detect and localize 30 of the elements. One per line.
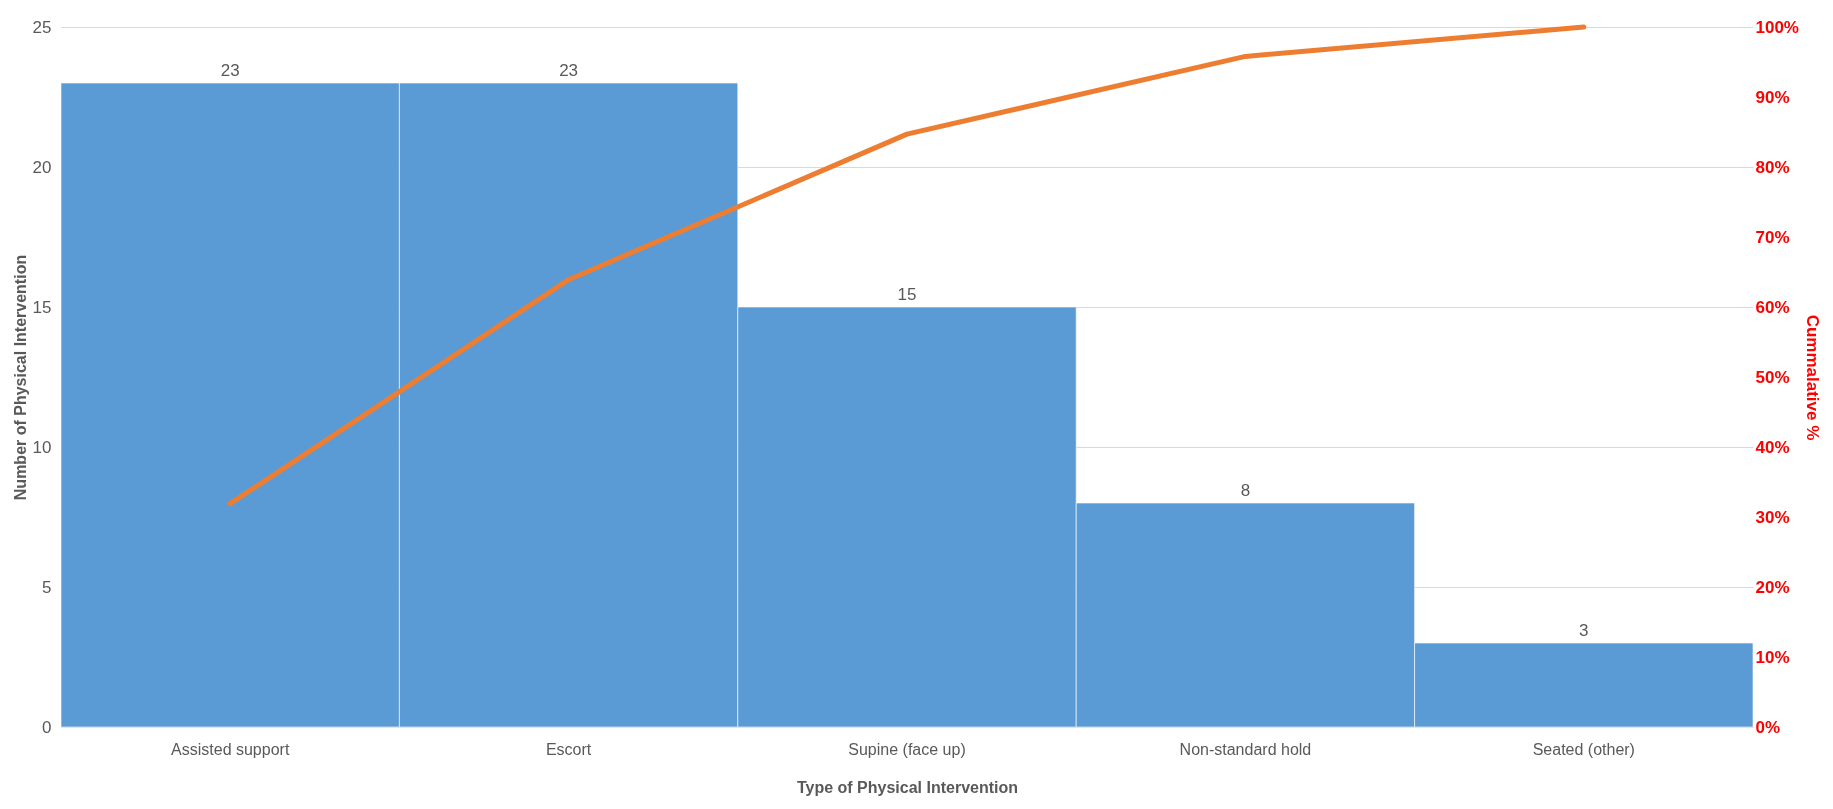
y2-tick-label: 40% (1755, 437, 1790, 457)
y-tick-label: 25 (32, 17, 52, 37)
y2-tick-label: 50% (1755, 367, 1790, 387)
y2-tick-label: 30% (1755, 507, 1790, 527)
y2-tick-label: 80% (1755, 157, 1790, 177)
y-tick-label: 15 (32, 297, 52, 317)
y2-tick-label: 10% (1755, 647, 1790, 667)
y2-tick-label: 90% (1755, 87, 1790, 107)
y2-axis-title: Cummalative % (1802, 314, 1822, 441)
y-tick-label: 10 (32, 437, 52, 457)
data-label: 23 (559, 61, 579, 80)
data-label: 3 (1579, 621, 1589, 640)
data-label: 8 (1240, 481, 1251, 500)
y2-tick-label: 100% (1755, 17, 1799, 37)
y2-tick-label: 60% (1755, 297, 1790, 317)
y2-tick-label: 70% (1755, 227, 1790, 247)
y-axis-title: Number of Physical Intervention (11, 254, 29, 501)
x-tick-label: Escort (545, 740, 592, 758)
y2-tick-label: 0% (1755, 717, 1781, 737)
data-label: 15 (897, 285, 917, 304)
y2-tick-label: 20% (1755, 577, 1790, 597)
x-tick-label: Supine (face up) (848, 740, 966, 758)
x-tick-label: Assisted support (171, 740, 290, 758)
x-tick-label: Non-standard hold (1179, 740, 1312, 758)
y-tick-label: 20 (32, 157, 52, 177)
y-tick-label: 5 (42, 577, 52, 597)
y-tick-label: 0 (42, 717, 52, 737)
data-label: 23 (220, 61, 240, 80)
x-axis-title: Type of Physical Intervention (796, 778, 1019, 796)
x-tick-label: Seated (other) (1532, 740, 1635, 758)
